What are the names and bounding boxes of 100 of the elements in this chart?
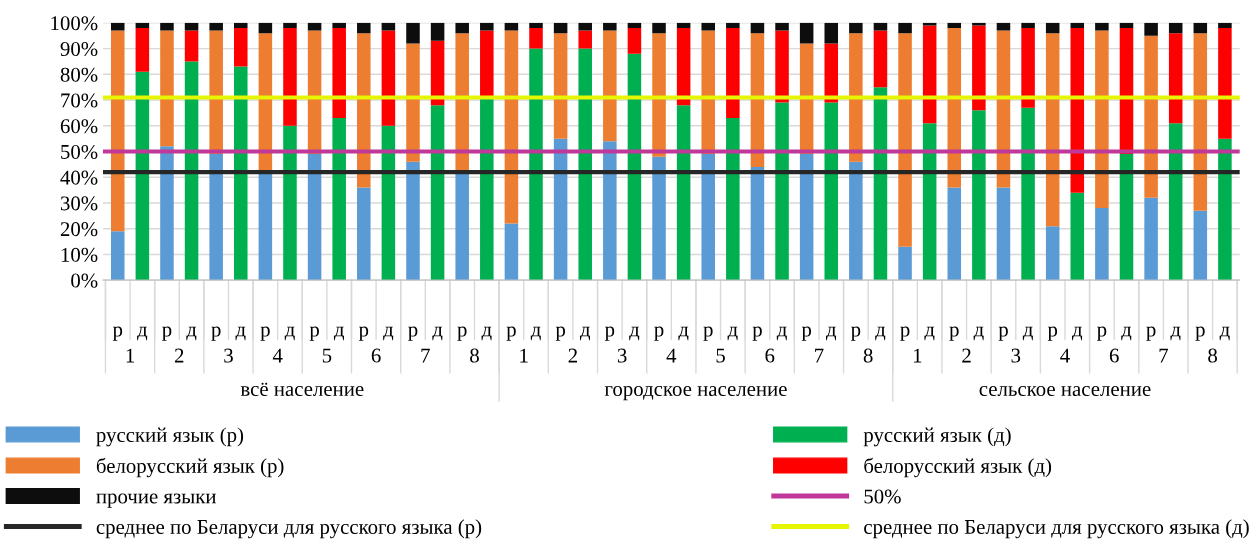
x-tick-label: р	[1097, 326, 1107, 341]
y-tick-label: 70%	[61, 93, 98, 108]
bar	[676, 105, 691, 281]
y-tick-label: 100%	[51, 16, 98, 31]
x-tick-label: д	[432, 326, 443, 341]
bar	[332, 22, 346, 28]
bar	[1095, 208, 1109, 281]
bar	[135, 27, 150, 72]
x-tick-label: р	[604, 326, 615, 341]
bar	[1095, 30, 1109, 209]
bar	[726, 22, 740, 28]
bar	[603, 22, 617, 31]
bar	[529, 27, 543, 49]
bar	[996, 187, 1011, 281]
bar	[1168, 22, 1183, 34]
bar	[922, 123, 937, 281]
x-tick-label: д	[333, 326, 345, 341]
bar	[1193, 22, 1208, 34]
bar	[357, 187, 371, 281]
x-tick-label: д	[1121, 326, 1132, 341]
bar	[480, 97, 494, 281]
x-tick-label: р	[801, 326, 812, 341]
bar	[357, 22, 371, 34]
x-tick-label: д	[137, 326, 148, 341]
x-tick-label: д	[1022, 326, 1033, 341]
legend-label: белорусский язык (д)	[864, 457, 1052, 478]
text: 3	[224, 348, 233, 363]
bar	[455, 22, 469, 34]
bar	[849, 161, 863, 281]
bar	[135, 22, 150, 28]
bar	[775, 22, 789, 31]
y-tick-label: 60%	[60, 119, 98, 134]
bar	[184, 22, 199, 31]
bar	[234, 66, 248, 281]
bar	[750, 22, 765, 34]
x-tick-label: д	[1219, 326, 1230, 341]
x-tick-label: д	[284, 326, 295, 341]
bar	[381, 125, 396, 281]
x-tick-label: д	[973, 326, 984, 341]
bar	[775, 30, 789, 103]
x-tick-label: р	[1146, 326, 1156, 341]
bar	[258, 22, 273, 34]
x-tick-label: д	[678, 326, 689, 341]
bar	[234, 22, 248, 28]
bar	[1021, 27, 1035, 108]
x-tick-label: р	[358, 326, 369, 341]
bar	[676, 22, 691, 28]
bar	[726, 27, 740, 119]
bar	[258, 172, 273, 281]
y-tick-label: 50%	[61, 144, 98, 160]
bar	[209, 154, 223, 281]
x-tick-label: р	[408, 326, 418, 341]
bar	[824, 43, 839, 103]
x-tick-label: р	[260, 326, 270, 341]
x-tick-label: р	[112, 326, 123, 341]
bar	[652, 156, 666, 281]
bar	[1045, 22, 1060, 34]
bar	[209, 22, 223, 31]
bar	[381, 22, 396, 31]
y-tick-label: 80%	[60, 67, 98, 82]
text: 8	[863, 348, 873, 363]
bar	[357, 33, 371, 188]
bar	[1144, 22, 1158, 36]
text: 3	[1011, 348, 1021, 363]
bar	[110, 231, 125, 281]
x-tick-label: р	[1195, 326, 1205, 341]
bar	[922, 25, 937, 124]
bar	[701, 154, 715, 281]
bar	[504, 223, 519, 281]
text: 5	[322, 348, 332, 363]
bar	[184, 61, 199, 281]
legend-label: русский язык (д)	[863, 427, 1011, 447]
legend-label: белорусский язык (р)	[96, 457, 284, 478]
bar	[1021, 107, 1035, 281]
bar	[1218, 27, 1232, 139]
x-tick-label: д	[924, 326, 935, 341]
bar	[283, 125, 297, 281]
bar	[849, 22, 863, 34]
bar	[480, 22, 494, 31]
bar	[1168, 33, 1183, 124]
x-tick-label: р	[506, 326, 516, 341]
bar	[160, 146, 174, 281]
x-tick-label: д	[727, 326, 738, 341]
legend-label: русский язык (р)	[96, 427, 244, 447]
text: 5	[716, 348, 725, 363]
bar	[947, 22, 962, 28]
x-tick-label: р	[211, 326, 221, 341]
bar	[873, 30, 888, 88]
x-tick-label: д	[579, 326, 591, 341]
x-tick-label: р	[998, 326, 1008, 341]
text: 7	[1159, 348, 1169, 363]
y-tick-label: 30%	[60, 196, 98, 211]
x-tick-label: р	[162, 326, 172, 341]
bar	[726, 118, 740, 281]
x-tick-label: д	[1170, 326, 1181, 341]
bar	[578, 30, 592, 49]
bar	[799, 22, 814, 44]
bar	[1045, 226, 1060, 281]
x-tick-label: д	[875, 326, 886, 341]
bar	[627, 53, 642, 281]
